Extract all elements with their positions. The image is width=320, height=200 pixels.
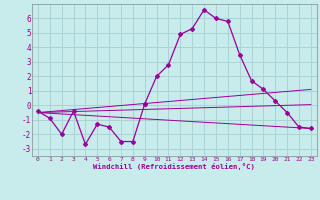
X-axis label: Windchill (Refroidissement éolien,°C): Windchill (Refroidissement éolien,°C) <box>93 163 255 170</box>
